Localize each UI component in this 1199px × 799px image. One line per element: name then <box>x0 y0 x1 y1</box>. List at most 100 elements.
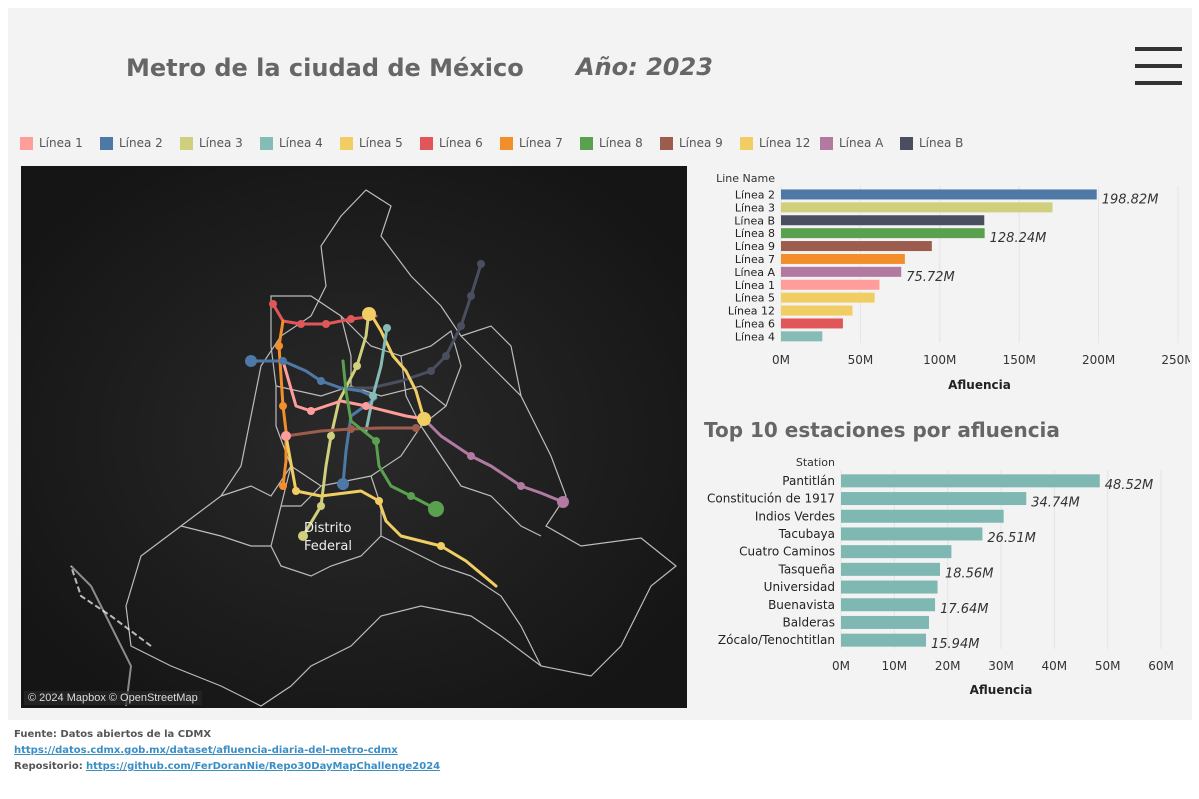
data-label: 18.56M <box>945 566 993 581</box>
bar[interactable] <box>781 292 875 303</box>
category-label: Indios Verdes <box>755 509 835 523</box>
bar[interactable] <box>781 266 902 277</box>
x-axis-label: Afluencia <box>948 378 1011 392</box>
legend-label: Línea A <box>839 136 884 150</box>
repo-link[interactable]: https://github.com/FerDoranNie/Repo30Day… <box>85 761 441 772</box>
legend-label: Línea 7 <box>519 136 563 150</box>
category-label: Línea 8 <box>735 227 775 240</box>
source-label: Fuente: Datos abiertos de la CDMX <box>14 729 212 740</box>
x-tick-label: 0M <box>832 659 850 673</box>
bar[interactable] <box>841 598 936 612</box>
map-attribution[interactable]: © 2024 Mapbox © OpenStreetMap <box>24 691 202 705</box>
bar[interactable] <box>781 331 823 342</box>
data-label: 17.64M <box>940 602 988 617</box>
category-label: Línea B <box>734 214 775 227</box>
station-ridership-chart[interactable]: 0M 10M 20M 30M 40M 50M 60M Station Pantitlán 48.5… <box>700 448 1190 698</box>
category-label: Buenavista <box>768 598 835 612</box>
legend-swatch <box>660 137 673 150</box>
bar[interactable] <box>841 509 1004 523</box>
legend-label: Línea 9 <box>679 136 723 150</box>
category-label: Línea 6 <box>735 317 775 330</box>
bar[interactable] <box>841 633 927 647</box>
category-label: Línea 1 <box>735 279 775 292</box>
category-label: Tacubaya <box>778 527 835 541</box>
map-place-label: Federal <box>304 539 352 554</box>
category-label: Línea 5 <box>735 292 775 305</box>
footer: Fuente: Datos abiertos de la CDMX https:… <box>14 727 440 775</box>
bar[interactable] <box>781 318 843 329</box>
legend-swatch <box>580 137 593 150</box>
legend-swatch <box>180 137 193 150</box>
bar[interactable] <box>781 253 905 264</box>
legend-swatch <box>100 137 113 150</box>
bar[interactable] <box>781 241 932 252</box>
bar[interactable] <box>781 228 985 239</box>
x-tick-label: 50M <box>848 353 874 367</box>
category-label: Línea 9 <box>735 240 775 253</box>
category-label: Constitución de 1917 <box>707 492 835 506</box>
legend-label: Línea 2 <box>119 136 163 150</box>
data-label: 26.51M <box>987 531 1035 546</box>
category-label: Línea 7 <box>735 253 775 266</box>
bar[interactable] <box>781 189 1097 200</box>
legend-label: Línea 8 <box>599 136 643 150</box>
map-place-label: Distrito <box>304 521 352 536</box>
category-label: Línea 3 <box>735 201 775 214</box>
metro-stations[interactable] <box>245 260 569 550</box>
bar[interactable] <box>781 279 880 290</box>
line-ridership-chart[interactable]: 0M 50M 100M 150M 200M 250M Line Name Línea 2 198… <box>700 168 1190 400</box>
category-label: Línea 2 <box>735 188 775 201</box>
x-tick-label: 30M <box>988 659 1014 673</box>
bar[interactable] <box>841 474 1100 488</box>
x-tick-label: 20M <box>935 659 961 673</box>
category-label: Universidad <box>764 580 835 594</box>
bar[interactable] <box>841 615 929 629</box>
metro-map[interactable]: Distrito Federal © 2024 Mapbox © OpenStr… <box>21 166 687 708</box>
x-axis-label: Afluencia <box>970 683 1033 697</box>
bar[interactable] <box>841 492 1027 506</box>
menu-icon[interactable] <box>1135 47 1182 85</box>
x-tick-label: 150M <box>1003 353 1036 367</box>
bar[interactable] <box>841 527 983 541</box>
x-tick-label: 100M <box>923 353 956 367</box>
data-label: 75.72M <box>906 270 954 285</box>
legend-swatch <box>340 137 353 150</box>
x-tick-label: 60M <box>1148 659 1174 673</box>
category-label: Zócalo/Tenochtitlan <box>718 633 835 647</box>
bar[interactable] <box>841 580 938 594</box>
bar[interactable] <box>781 215 985 226</box>
category-label: Pantitlán <box>782 474 835 488</box>
legend-label: Línea 3 <box>199 136 243 150</box>
data-label: 34.74M <box>1031 496 1079 511</box>
category-label: Balderas <box>783 615 835 629</box>
category-label: Cuatro Caminos <box>739 545 835 559</box>
row-header: Station <box>796 456 835 469</box>
bar[interactable] <box>841 562 940 576</box>
legend-swatch <box>500 137 513 150</box>
data-label: 15.94M <box>931 637 979 652</box>
legend-swatch <box>420 137 433 150</box>
municipality-boundaries <box>125 189 677 707</box>
category-label: Línea A <box>734 266 775 279</box>
legend-label: Línea 6 <box>439 136 483 150</box>
row-header: Line Name <box>716 172 775 185</box>
map-canvas[interactable]: Distrito Federal <box>21 166 687 708</box>
category-label: Línea 12 <box>728 305 775 318</box>
data-label: 48.52M <box>1105 478 1153 493</box>
page-title: Metro de la ciudad de México <box>126 54 524 82</box>
legend-swatch <box>260 137 273 150</box>
legend-label: Línea 1 <box>39 136 83 150</box>
bar[interactable] <box>781 202 1053 213</box>
x-tick-label: 250M <box>1161 353 1190 367</box>
x-tick-label: 10M <box>882 659 908 673</box>
bar[interactable] <box>841 545 952 559</box>
data-label: 198.82M <box>1102 192 1159 207</box>
source-link[interactable]: https://datos.cdmx.gob.mx/dataset/afluen… <box>14 745 398 756</box>
legend-label: Línea B <box>919 136 964 150</box>
x-tick-label: 0M <box>772 353 790 367</box>
legend-label: Línea 5 <box>359 136 403 150</box>
legend-label: Línea 4 <box>279 136 323 150</box>
legend-swatch <box>820 137 833 150</box>
bar[interactable] <box>781 305 853 316</box>
legend-swatch <box>900 137 913 150</box>
